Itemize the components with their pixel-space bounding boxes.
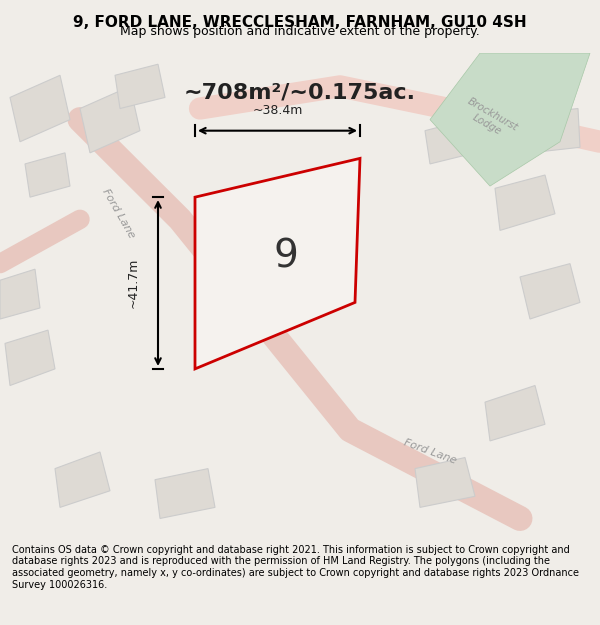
- Text: Ford Lane: Ford Lane: [100, 188, 136, 240]
- Polygon shape: [55, 452, 110, 508]
- Polygon shape: [430, 53, 590, 186]
- Text: 9: 9: [274, 238, 299, 276]
- Polygon shape: [485, 386, 545, 441]
- Text: 9, FORD LANE, WRECCLESHAM, FARNHAM, GU10 4SH: 9, FORD LANE, WRECCLESHAM, FARNHAM, GU10…: [73, 15, 527, 30]
- Polygon shape: [10, 75, 70, 142]
- Text: Brockhurst
Lodge: Brockhurst Lodge: [460, 96, 520, 143]
- Text: Ford Lane: Ford Lane: [402, 438, 458, 466]
- Polygon shape: [0, 269, 40, 319]
- Polygon shape: [520, 264, 580, 319]
- Polygon shape: [25, 153, 70, 197]
- Text: ~708m²/~0.175ac.: ~708m²/~0.175ac.: [184, 83, 416, 103]
- Polygon shape: [425, 119, 475, 164]
- Text: ~41.7m: ~41.7m: [127, 258, 140, 308]
- Text: Map shows position and indicative extent of the property.: Map shows position and indicative extent…: [120, 25, 480, 38]
- Polygon shape: [528, 109, 580, 153]
- Text: ~38.4m: ~38.4m: [253, 104, 302, 118]
- Polygon shape: [495, 175, 555, 231]
- Polygon shape: [115, 64, 165, 109]
- Polygon shape: [5, 330, 55, 386]
- Polygon shape: [155, 469, 215, 519]
- Polygon shape: [415, 458, 475, 508]
- Polygon shape: [80, 86, 140, 153]
- Text: Contains OS data © Crown copyright and database right 2021. This information is : Contains OS data © Crown copyright and d…: [12, 545, 579, 589]
- Polygon shape: [195, 158, 360, 369]
